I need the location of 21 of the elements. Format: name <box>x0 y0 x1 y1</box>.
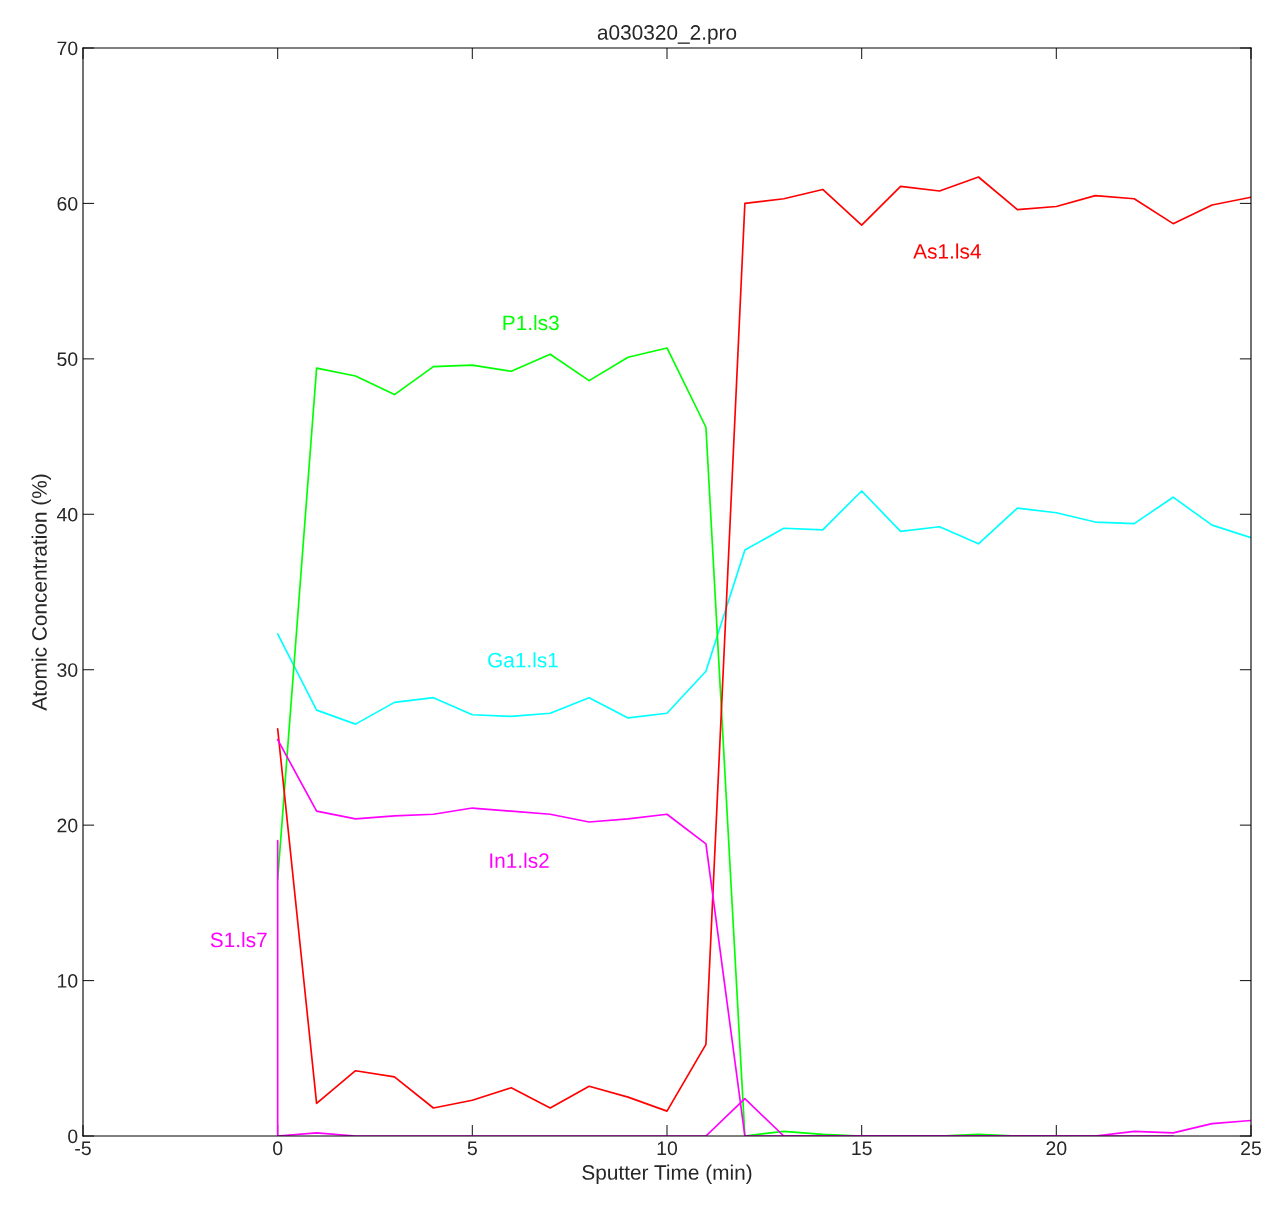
y-tick-label: 20 <box>57 818 78 833</box>
x-tick-label: 5 <box>467 1141 477 1156</box>
x-axis-title: Sputter Time (min) <box>582 1164 752 1184</box>
x-tick-label: 15 <box>852 1141 872 1156</box>
y-tick-label: 70 <box>57 41 78 56</box>
y-tick-label: 40 <box>56 507 78 522</box>
chart-title: a030320_2.pro <box>597 25 737 44</box>
y-axis-title: Atomic Concentration (%) <box>31 474 51 711</box>
x-tick-label: 10 <box>657 1141 678 1156</box>
x-tick-label: 25 <box>1241 1141 1261 1156</box>
series-label: P1.ls3 <box>503 314 559 331</box>
x-tick-label: 0 <box>273 1141 283 1156</box>
series-label: Ga1.ls1 <box>488 652 558 668</box>
text: As1.ls4 <box>913 243 981 259</box>
y-tick-label: 10 <box>58 974 78 988</box>
y-tick-label: 50 <box>57 352 78 367</box>
series-label: In1.ls2 <box>490 852 549 869</box>
y-tick-label: 60 <box>57 196 78 211</box>
series-label: S1.ls7 <box>210 932 267 948</box>
x-tick-label: 20 <box>1046 1141 1067 1156</box>
y-tick-label: 30 <box>57 663 78 677</box>
